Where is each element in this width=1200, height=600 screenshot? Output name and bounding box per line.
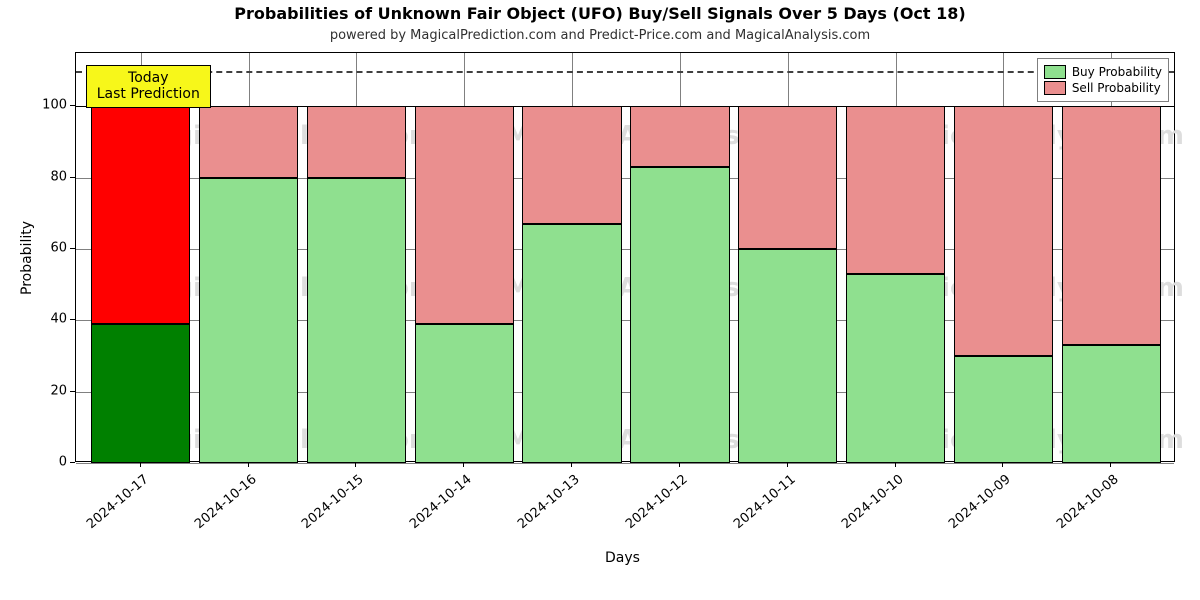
ytick-mark xyxy=(70,462,75,463)
y-axis-label: Probability xyxy=(19,221,35,295)
legend-item: Sell Probability xyxy=(1044,81,1162,95)
bar-buy xyxy=(954,356,1053,463)
legend-item: Buy Probability xyxy=(1044,65,1162,79)
today-line1: Today xyxy=(128,70,169,86)
bar-sell xyxy=(307,106,406,177)
xtick-label: 2024-10-15 xyxy=(265,472,367,561)
bar-sell xyxy=(954,106,1053,356)
today-line2: Last Prediction xyxy=(97,86,200,102)
xtick-mark xyxy=(463,462,464,467)
plot-area: MagicalAnalysis.comMagicalAnalysis.comMa… xyxy=(75,52,1175,462)
chart-subtitle: powered by MagicalPrediction.com and Pre… xyxy=(0,28,1200,43)
ytick-label: 20 xyxy=(27,383,67,398)
xtick-label: 2024-10-17 xyxy=(50,472,152,561)
xtick-mark xyxy=(355,462,356,467)
today-label: TodayLast Prediction xyxy=(86,65,211,109)
bar-sell xyxy=(415,106,514,323)
xtick-mark xyxy=(895,462,896,467)
bar-buy xyxy=(199,178,298,463)
ytick-label: 60 xyxy=(27,241,67,256)
ytick-mark xyxy=(70,177,75,178)
chart-container: Probabilities of Unknown Fair Object (UF… xyxy=(0,0,1200,600)
bar-buy xyxy=(1062,345,1161,463)
xtick-label: 2024-10-14 xyxy=(373,472,475,561)
ytick-mark xyxy=(70,319,75,320)
bar-sell xyxy=(738,106,837,249)
xtick-mark xyxy=(679,462,680,467)
ytick-label: 0 xyxy=(27,455,67,470)
bar-sell xyxy=(1062,106,1161,345)
bar-buy xyxy=(307,178,406,463)
bar-buy xyxy=(846,274,945,463)
legend-label: Buy Probability xyxy=(1072,65,1162,79)
bar-buy xyxy=(738,249,837,463)
bar-sell xyxy=(630,106,729,167)
ytick-label: 80 xyxy=(27,169,67,184)
legend-swatch xyxy=(1044,81,1066,95)
bar-sell xyxy=(91,71,190,324)
xtick-label: 2024-10-08 xyxy=(1020,472,1122,561)
xtick-label: 2024-10-16 xyxy=(158,472,260,561)
legend-label: Sell Probability xyxy=(1072,81,1161,95)
bar-buy xyxy=(630,167,729,463)
bar-sell xyxy=(522,106,621,224)
bar-buy xyxy=(415,324,514,463)
xtick-mark xyxy=(1110,462,1111,467)
ytick-mark xyxy=(70,391,75,392)
xtick-label: 2024-10-09 xyxy=(913,472,1015,561)
gridline-h xyxy=(76,463,1174,464)
legend: Buy Probability Sell Probability xyxy=(1037,58,1169,102)
ytick-mark xyxy=(70,105,75,106)
xtick-label: 2024-10-10 xyxy=(805,472,907,561)
xtick-mark xyxy=(571,462,572,467)
xtick-mark xyxy=(248,462,249,467)
chart-title: Probabilities of Unknown Fair Object (UF… xyxy=(0,4,1200,23)
x-axis-label: Days xyxy=(605,550,640,566)
hundred-line xyxy=(76,106,1174,107)
bar-buy xyxy=(522,224,621,463)
reference-line xyxy=(76,71,1174,73)
legend-swatch xyxy=(1044,65,1066,79)
xtick-label: 2024-10-12 xyxy=(589,472,691,561)
bar-sell xyxy=(846,106,945,274)
ytick-label: 40 xyxy=(27,312,67,327)
xtick-mark xyxy=(1002,462,1003,467)
ytick-label: 100 xyxy=(27,98,67,113)
xtick-label: 2024-10-13 xyxy=(481,472,583,561)
xtick-mark xyxy=(787,462,788,467)
ytick-mark xyxy=(70,248,75,249)
bar-buy xyxy=(91,324,190,463)
xtick-mark xyxy=(140,462,141,467)
xtick-label: 2024-10-11 xyxy=(697,472,799,561)
bar-sell xyxy=(199,106,298,177)
